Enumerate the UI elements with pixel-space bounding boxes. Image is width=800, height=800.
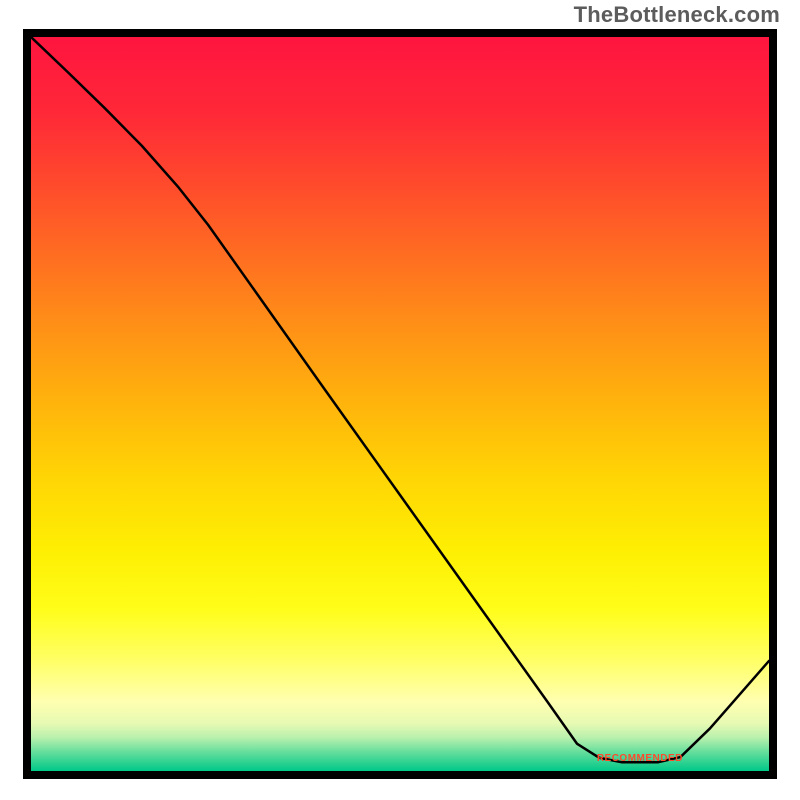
chart-plot-area: RECOMMENDED [23,29,777,779]
chart-line-series [31,37,769,771]
recommended-marker-label: RECOMMENDED [597,753,683,764]
watermark-text: TheBottleneck.com [574,2,780,28]
